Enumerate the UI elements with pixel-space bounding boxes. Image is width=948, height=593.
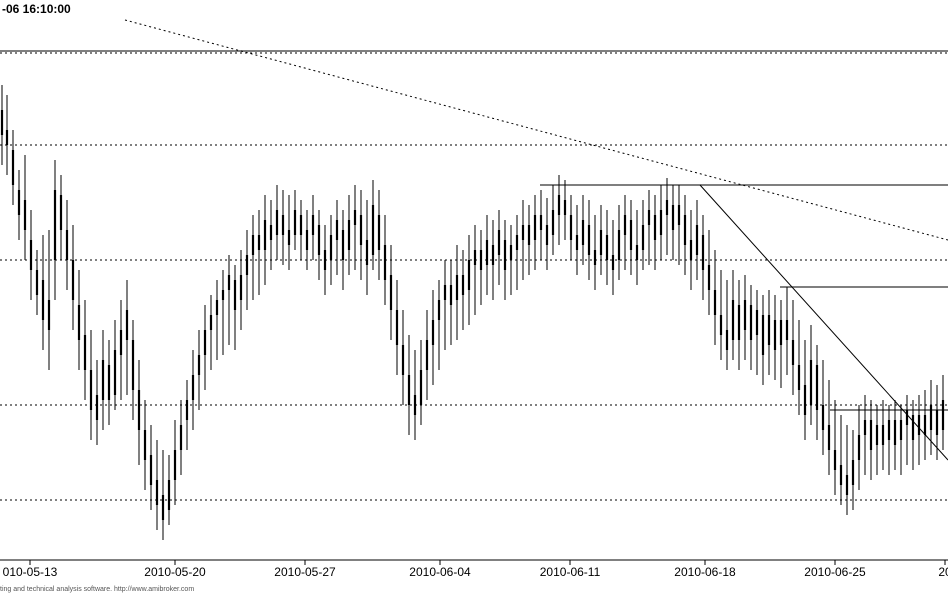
x-axis-label: 2010-05-27 — [274, 565, 335, 579]
x-axis-label: 2010-06-18 — [674, 565, 735, 579]
x-axis-label: 010-05-13 — [3, 565, 58, 579]
footer-text: ting and technical analysis software. ht… — [0, 586, 194, 593]
x-axis-label: 2010-06-04 — [409, 565, 470, 579]
x-axis-label: 2010-06-25 — [804, 565, 865, 579]
chart-container: -06 16:10:00 010-05-132010-05-202010-05-… — [0, 0, 948, 593]
x-axis-label: 2010-06-11 — [540, 565, 601, 579]
x-axis: 010-05-13 2010-05-20 2010-05-27 2010-06-04 2… — [0, 565, 948, 585]
price-chart[interactable] — [0, 0, 948, 593]
x-axis-label: 20 — [938, 565, 948, 579]
x-axis-label: 2010-05-20 — [144, 565, 205, 579]
